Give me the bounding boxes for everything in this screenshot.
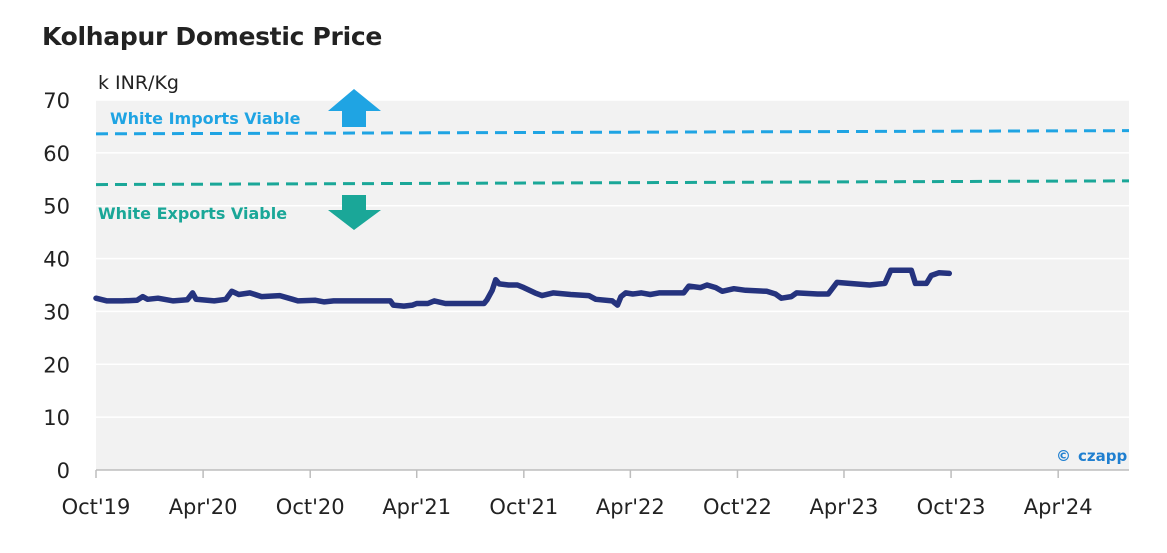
y-axis: 0 10 20 30 40 50 60 70 bbox=[43, 89, 70, 483]
arrow-up-icon bbox=[328, 89, 381, 127]
watermark: © czapp bbox=[1056, 447, 1127, 465]
y-tick-label: 10 bbox=[43, 406, 70, 430]
x-tick-label: Oct'22 bbox=[703, 495, 772, 519]
y-tick-label: 20 bbox=[43, 353, 70, 377]
reference-lines bbox=[95, 129, 1130, 187]
y-tick-label: 0 bbox=[57, 459, 70, 483]
y-tick-label: 50 bbox=[43, 195, 70, 219]
reference-line-exports bbox=[95, 179, 1130, 187]
x-axis: Oct'19 Apr'20 Oct'20 Apr'21 Oct'21 Apr'22 Oct'… bbox=[62, 469, 1129, 519]
x-tick-label: Oct'23 bbox=[917, 495, 986, 519]
arrow-down-icon bbox=[328, 195, 381, 230]
white-imports-viable-label: White Imports Viable bbox=[110, 109, 301, 128]
x-tick-label: Oct'20 bbox=[276, 495, 345, 519]
arrow-down-shape bbox=[328, 195, 381, 230]
y-tick-label: 60 bbox=[43, 142, 70, 166]
y-axis-unit-label: k INR/Kg bbox=[98, 72, 179, 94]
reference-line-imports bbox=[95, 129, 1130, 136]
watermark-brand: czapp bbox=[1078, 447, 1127, 465]
copyright-icon: © bbox=[1056, 447, 1071, 465]
plot-area bbox=[96, 100, 1129, 470]
x-tick-label: Apr'24 bbox=[1024, 495, 1093, 519]
x-tick-label: Apr'21 bbox=[382, 495, 451, 519]
x-tick-label: Apr'20 bbox=[169, 495, 238, 519]
arrow-up-shape bbox=[328, 89, 381, 127]
series-layer bbox=[93, 267, 953, 309]
x-tick-label: Oct'21 bbox=[489, 495, 558, 519]
series-line-0 bbox=[93, 267, 953, 309]
chart-title: Kolhapur Domestic Price bbox=[42, 22, 383, 51]
y-tick-label: 30 bbox=[43, 300, 70, 324]
x-tick-label: Apr'22 bbox=[596, 495, 665, 519]
gridlines bbox=[96, 99, 1129, 418]
y-tick-label: 40 bbox=[43, 248, 70, 272]
y-tick-label: 70 bbox=[43, 89, 70, 113]
x-tick-label: Apr'23 bbox=[810, 495, 879, 519]
x-tick-label: Oct'19 bbox=[62, 495, 131, 519]
white-exports-viable-label: White Exports Viable bbox=[98, 204, 287, 223]
